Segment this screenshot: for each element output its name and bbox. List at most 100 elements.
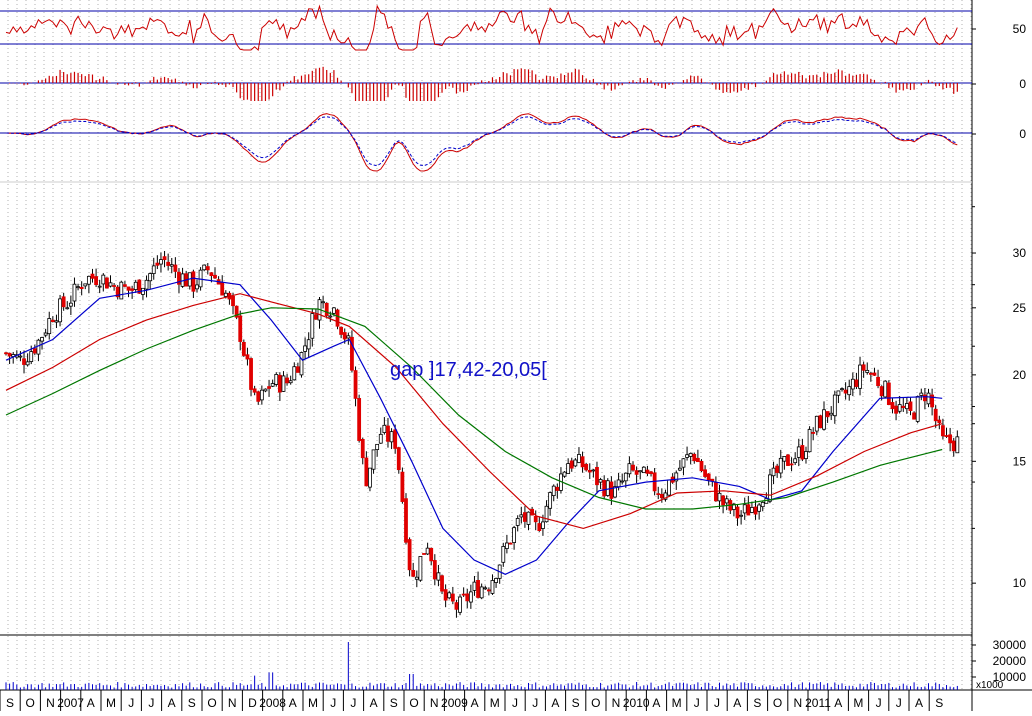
candle-body — [724, 498, 729, 504]
candle-body — [829, 412, 834, 416]
candle-body — [130, 288, 135, 291]
candle-body — [299, 352, 304, 376]
candle-body — [919, 392, 924, 396]
volume-unit-label: x1000 — [976, 680, 1004, 691]
candle-body — [951, 440, 956, 452]
candle-body — [544, 505, 549, 523]
candle-body — [292, 366, 297, 381]
candle-body — [861, 364, 866, 371]
candle-body — [133, 281, 138, 290]
candle-body — [930, 394, 935, 408]
candle-body — [155, 262, 160, 266]
x-tick-label: N — [793, 696, 802, 710]
candle-body — [346, 335, 351, 339]
x-tick-label: M — [853, 696, 863, 710]
x-tick-label: O — [591, 696, 600, 710]
candle-body — [252, 388, 257, 393]
candle-body — [458, 596, 462, 613]
candle-body — [440, 575, 444, 592]
x-tick-label: S — [390, 696, 398, 710]
x-tick-label: N — [228, 696, 237, 710]
x-tick-label: J — [148, 696, 154, 710]
candle-body — [360, 438, 365, 459]
candle-body — [739, 514, 744, 517]
candle-body — [144, 279, 149, 290]
candle-body — [404, 498, 408, 543]
x-tick-label: A — [471, 696, 479, 710]
candle-body — [310, 313, 315, 339]
candle-body — [223, 292, 228, 297]
candle-body — [904, 403, 909, 410]
candle-body — [54, 320, 59, 323]
candle-body — [22, 358, 26, 365]
x-tick-label: M — [308, 696, 318, 710]
candle-body — [735, 506, 740, 519]
candle-body — [850, 378, 855, 390]
candle-body — [173, 264, 178, 272]
candle-body — [757, 504, 762, 512]
x-tick-label: J — [532, 696, 538, 710]
candle-body — [47, 318, 52, 335]
candle-body — [115, 286, 120, 298]
candle-body — [76, 286, 80, 289]
x-tick-label: S — [572, 696, 580, 710]
candle-body — [782, 456, 787, 462]
candle-body — [566, 463, 571, 474]
candle-body — [746, 504, 751, 516]
candle-body — [436, 572, 441, 581]
candle-body — [760, 501, 765, 508]
moving-average-line — [5, 293, 943, 530]
candle-body — [807, 429, 812, 453]
candle-body — [332, 307, 336, 314]
candle-body — [4, 352, 8, 355]
candle-body — [656, 493, 661, 496]
candle-body — [277, 374, 282, 393]
candle-body — [811, 432, 816, 434]
candle-body — [324, 302, 329, 316]
candle-body — [523, 512, 527, 522]
candle-body — [937, 419, 942, 424]
candle-body — [901, 405, 906, 409]
candle-body — [238, 315, 243, 342]
candle-body — [504, 542, 509, 549]
candle-body — [375, 443, 380, 450]
macd-signal-line — [5, 116, 958, 167]
candle-body — [955, 436, 960, 454]
candle-body — [703, 469, 707, 477]
moving-average-line — [5, 307, 943, 510]
x-tick-label: S — [6, 696, 14, 710]
candle-body — [659, 493, 664, 499]
x-tick-label: 2008 — [259, 696, 286, 710]
candle-body — [263, 388, 268, 392]
candle-body — [775, 465, 780, 473]
x-tick-label: O — [207, 696, 216, 710]
x-tick-label: 2010 — [623, 696, 650, 710]
candle-body — [36, 339, 41, 355]
candle-body — [551, 485, 556, 497]
candle-body — [429, 547, 434, 562]
candle-body — [97, 285, 102, 288]
x-tick-label: A — [289, 696, 297, 710]
candle-body — [750, 507, 754, 513]
candle-body — [43, 332, 48, 336]
candle-body — [220, 282, 225, 296]
candle-body — [472, 581, 477, 591]
candle-body — [818, 415, 823, 429]
candle-body — [90, 273, 95, 279]
x-tick-label: N — [612, 696, 621, 710]
candle-body — [912, 412, 916, 420]
x-tick-label: M — [106, 696, 116, 710]
candle-body — [425, 547, 430, 555]
candle-body — [151, 265, 156, 274]
candle-body — [814, 415, 819, 432]
candle-body — [195, 284, 199, 290]
price-tick-label: 10 — [1013, 576, 1027, 590]
candle-body — [400, 471, 405, 502]
grid — [7, 0, 972, 690]
candle-body — [941, 425, 945, 437]
candle-body — [371, 449, 376, 470]
candle-body — [858, 364, 862, 389]
volume-tick-label: 30000 — [993, 638, 1027, 652]
candle-body — [393, 429, 398, 449]
candle-body — [94, 276, 98, 286]
